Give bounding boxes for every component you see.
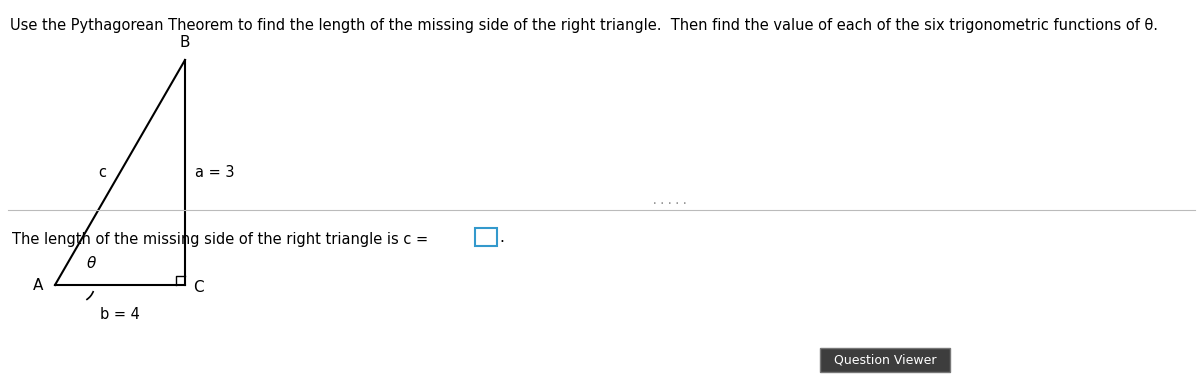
Text: Use the Pythagorean Theorem to find the length of the missing side of the right : Use the Pythagorean Theorem to find the … — [10, 18, 1158, 33]
Text: a = 3: a = 3 — [194, 165, 234, 180]
Text: θ: θ — [86, 256, 96, 271]
Text: b = 4: b = 4 — [100, 307, 140, 322]
Text: The length of the missing side of the right triangle is c =: The length of the missing side of the ri… — [12, 232, 428, 247]
Text: c: c — [98, 165, 106, 180]
Text: B: B — [180, 35, 191, 50]
Bar — [475, 228, 497, 246]
Bar — [820, 348, 950, 372]
Text: Question Viewer: Question Viewer — [834, 353, 936, 367]
Text: .: . — [499, 229, 504, 244]
Text: .....: ..... — [652, 194, 689, 206]
Text: A: A — [32, 278, 43, 293]
Text: C: C — [193, 280, 204, 295]
